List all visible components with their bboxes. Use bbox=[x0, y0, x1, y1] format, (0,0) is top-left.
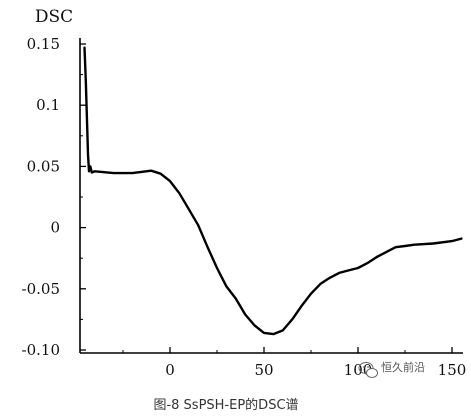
y-tick-label: -0.10 bbox=[22, 341, 60, 359]
watermark: 恒久前沿 bbox=[358, 360, 425, 378]
y-axis-title: DSC bbox=[35, 7, 73, 27]
x-tick-label: 50 bbox=[254, 361, 273, 379]
watermark-text: 恒久前沿 bbox=[381, 360, 425, 374]
y-tick-label: 0.15 bbox=[27, 35, 60, 53]
y-tick-label: 0.05 bbox=[27, 157, 60, 175]
y-tick-label: 0.1 bbox=[36, 96, 60, 114]
wechat-icon bbox=[358, 362, 378, 378]
y-tick-label: 0 bbox=[50, 219, 60, 237]
figure-caption: 图-8 SsPSH-EP的DSC谱 bbox=[153, 397, 298, 413]
series-layer bbox=[83, 46, 463, 336]
y-tick-label: -0.05 bbox=[22, 280, 60, 298]
series-line bbox=[83, 46, 463, 336]
x-tick-label: 150 bbox=[438, 361, 467, 379]
ticks-layer: 0.15 0.1 0.05 0 -0.05 -0.10 0 50 100 150 bbox=[22, 35, 467, 379]
x-tick-label: 0 bbox=[165, 361, 175, 379]
x-tick-label: 100 bbox=[344, 361, 373, 379]
axes-layer bbox=[79, 38, 463, 354]
